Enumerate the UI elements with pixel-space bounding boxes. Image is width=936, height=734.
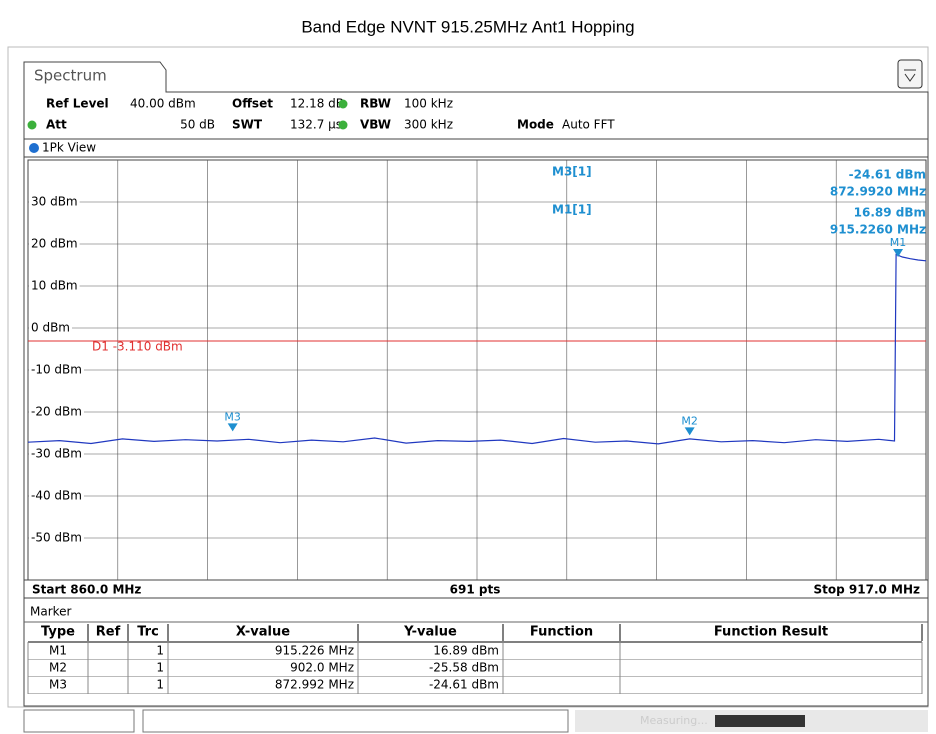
y-tick-label: -50 dBm (31, 531, 82, 545)
label-bg (29, 195, 80, 209)
menu-glyph (904, 69, 916, 82)
table-cell: -25.58 dBm (429, 661, 499, 675)
window-title: Band Edge NVNT 915.25MHz Ant1 Hopping (301, 17, 634, 36)
table-header: Type (41, 625, 75, 640)
status-text: Measuring... (640, 714, 708, 727)
y-tick-label: -40 dBm (31, 489, 82, 503)
table-header: Trc (137, 625, 159, 640)
table-cell: -24.61 dBm (429, 678, 499, 692)
table-header: Function (530, 625, 593, 640)
setting-value: 300 kHz (404, 118, 453, 132)
y-tick-label: 0 dBm (31, 321, 70, 335)
y-tick-label: 30 dBm (31, 195, 78, 209)
table-cell: 872.992 MHz (275, 678, 354, 692)
view-dot (29, 143, 39, 153)
setting-value: 40.00 dBm (130, 97, 196, 111)
table-cell: 1 (156, 678, 164, 692)
setting-label: Att (46, 118, 67, 132)
table-cell: 1 (156, 661, 164, 675)
status-dot (338, 99, 348, 109)
panel-frame (23, 61, 929, 707)
footer-start: Start 860.0 MHz (32, 583, 141, 597)
y-tick-label: -20 dBm (31, 405, 82, 419)
setting-value: 12.18 dB (290, 97, 344, 111)
table-title: Marker (30, 605, 72, 619)
threshold-label: D1 -3.110 dBm (92, 340, 183, 354)
readout-name: M1[1] (552, 203, 592, 217)
table-cell: 902.0 MHz (290, 661, 354, 675)
footer-stop: Stop 917.0 MHz (814, 583, 921, 597)
setting-label: RBW (360, 97, 391, 111)
table-header: Function Result (714, 625, 828, 640)
setting-label: VBW (360, 118, 391, 132)
y-tick-label: -30 dBm (31, 447, 82, 461)
menu-icon[interactable] (897, 59, 923, 89)
table-cell: M1 (49, 644, 67, 658)
label-bg (29, 531, 84, 545)
marker-label: M2 (681, 414, 698, 427)
progress-bar (715, 715, 805, 727)
label-bg (29, 363, 84, 377)
table-header: Ref (96, 625, 121, 640)
label-bg (29, 321, 72, 335)
y-tick-label: 10 dBm (31, 279, 78, 293)
trace (27, 253, 927, 445)
readout-level: -24.61 dBm (849, 168, 926, 182)
setting-value: Auto FFT (562, 118, 615, 132)
setting-value: 50 dB (180, 118, 215, 132)
table-cell: 16.89 dBm (433, 644, 499, 658)
table-cell: M3 (49, 678, 67, 692)
setting-label: SWT (232, 118, 263, 132)
y-tick-label: -10 dBm (31, 363, 82, 377)
view-label: 1Pk View (42, 141, 96, 155)
label-bg (29, 489, 84, 503)
status-dot (27, 120, 37, 130)
view-bar (23, 138, 929, 158)
status-box (142, 709, 569, 733)
readout-name: M3[1] (552, 165, 592, 179)
tab-label[interactable]: Spectrum (34, 67, 107, 85)
footer-points: 691 pts (450, 583, 501, 597)
footer-bar (23, 579, 929, 599)
setting-value: 132.7 µs (290, 118, 342, 132)
table-header: Y-value (403, 625, 457, 640)
label-bg (29, 405, 84, 419)
marker-label: M3 (224, 410, 241, 423)
y-tick-label: 20 dBm (31, 237, 78, 251)
marker-label: M1 (890, 236, 907, 249)
setting-label: Mode (517, 118, 554, 132)
setting-label: Ref Level (46, 97, 109, 111)
marker (227, 423, 238, 432)
readout-level: 16.89 dBm (854, 206, 926, 220)
setting-value: 100 kHz (404, 97, 453, 111)
table-cell: M2 (49, 661, 67, 675)
label-bg (29, 447, 84, 461)
status-box (23, 709, 135, 733)
table-header: X-value (236, 625, 290, 640)
marker (893, 249, 904, 258)
marker (684, 427, 695, 436)
setting-label: Offset (232, 97, 273, 111)
table-cell: 915.226 MHz (275, 644, 354, 658)
label-bg (29, 279, 80, 293)
status-dot (338, 120, 348, 130)
table-cell: 1 (156, 644, 164, 658)
label-bg (29, 237, 80, 251)
readout-freq: 915.2260 MHz (830, 223, 926, 237)
readout-freq: 872.9920 MHz (830, 185, 926, 199)
